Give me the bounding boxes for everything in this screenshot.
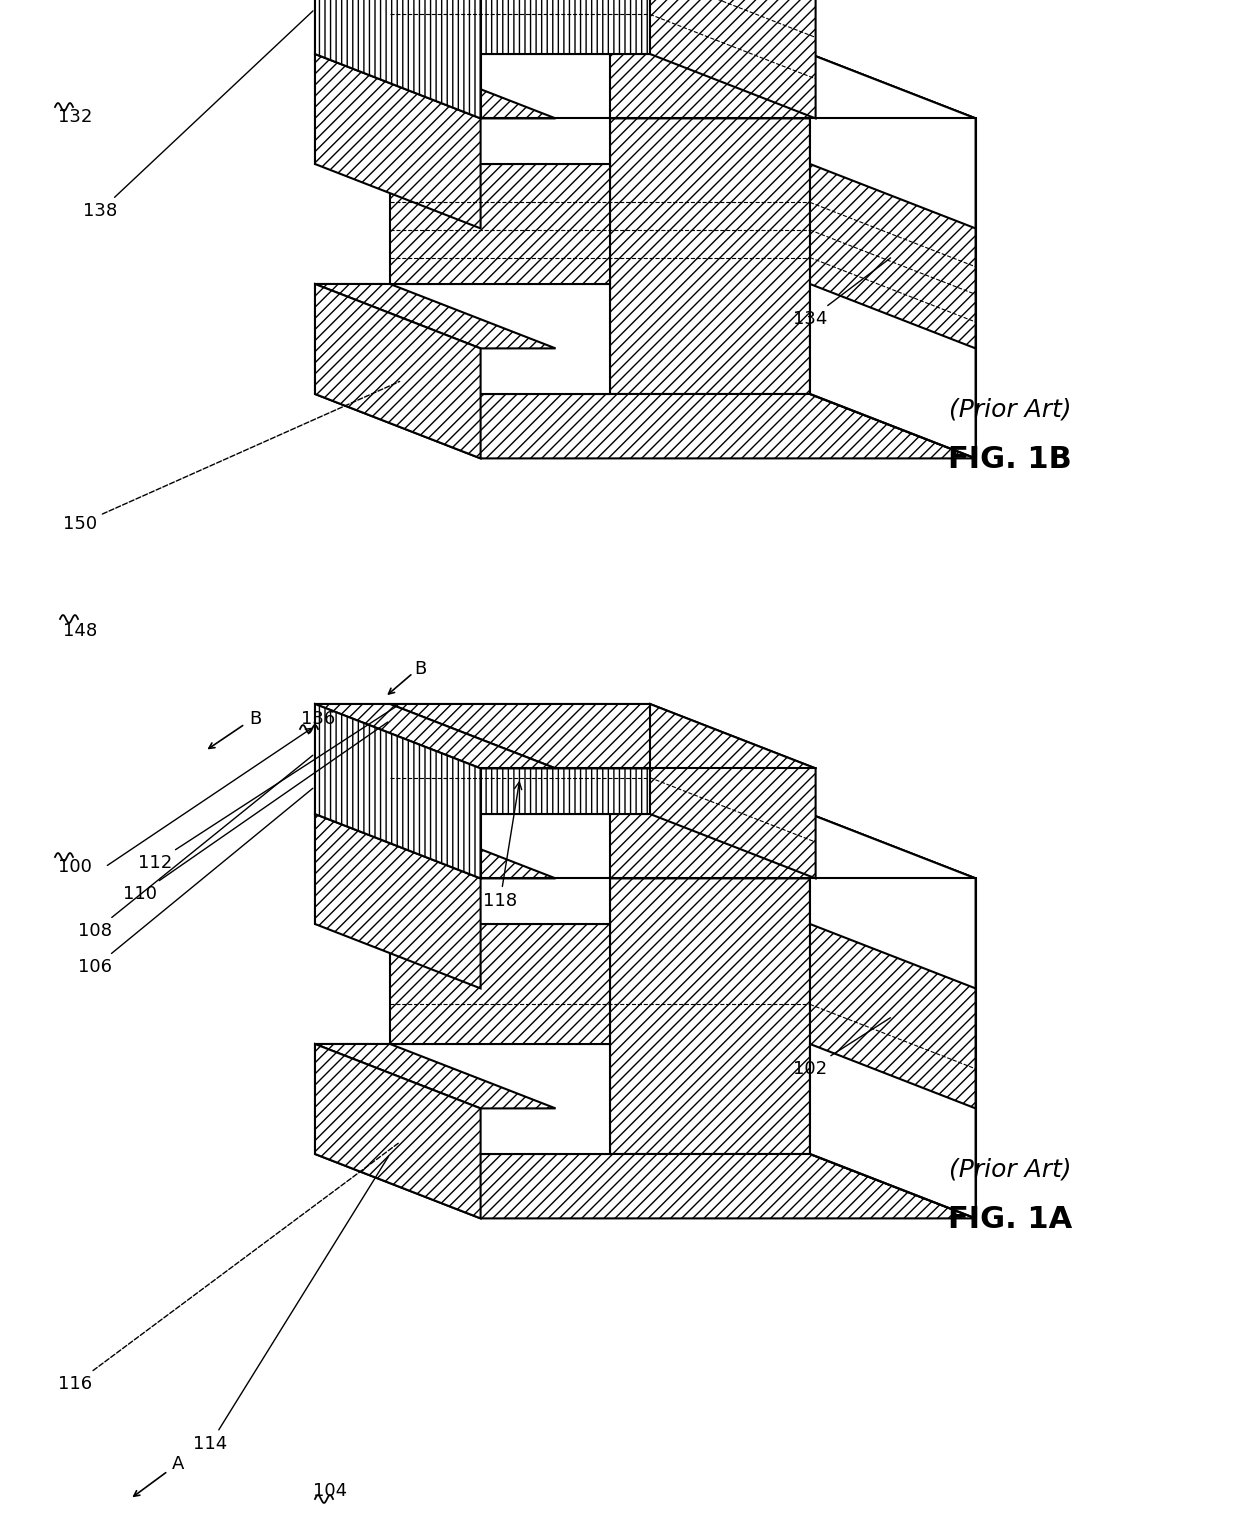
Polygon shape: [391, 54, 610, 165]
Polygon shape: [315, 0, 391, 54]
Polygon shape: [391, 814, 610, 923]
Polygon shape: [391, 703, 650, 814]
Text: 106: 106: [78, 788, 312, 976]
Polygon shape: [315, 394, 976, 459]
Text: B: B: [249, 709, 262, 728]
Polygon shape: [315, 0, 481, 119]
Text: 148: 148: [63, 622, 97, 640]
Text: (Prior Art): (Prior Art): [949, 1157, 1071, 1180]
Text: 112: 112: [138, 705, 398, 873]
Polygon shape: [810, 54, 976, 228]
Polygon shape: [315, 814, 556, 879]
Text: 134: 134: [792, 259, 890, 328]
Polygon shape: [315, 1043, 481, 1219]
Text: 118: 118: [482, 782, 522, 910]
Polygon shape: [315, 703, 481, 879]
Text: 110: 110: [123, 722, 388, 903]
Polygon shape: [610, 814, 810, 1154]
Polygon shape: [315, 814, 481, 988]
Polygon shape: [315, 703, 556, 768]
Polygon shape: [315, 54, 556, 119]
Polygon shape: [315, 1043, 391, 1154]
Text: 108: 108: [78, 756, 312, 940]
Polygon shape: [391, 1043, 610, 1154]
Text: FIG. 1B: FIG. 1B: [949, 445, 1071, 474]
Polygon shape: [610, 54, 810, 394]
Text: 116: 116: [58, 1142, 401, 1393]
Text: 100: 100: [58, 859, 92, 876]
Text: 114: 114: [193, 1156, 388, 1453]
Text: 132: 132: [58, 108, 92, 126]
Text: 150: 150: [63, 382, 399, 532]
Polygon shape: [315, 1043, 556, 1108]
Polygon shape: [315, 814, 391, 923]
Polygon shape: [391, 165, 610, 285]
Polygon shape: [391, 54, 976, 119]
Polygon shape: [391, 814, 976, 879]
Polygon shape: [315, 54, 481, 228]
Text: A: A: [172, 1454, 185, 1473]
Polygon shape: [315, 1154, 976, 1219]
Polygon shape: [315, 285, 391, 394]
Polygon shape: [650, 703, 816, 879]
Polygon shape: [315, 54, 391, 165]
Text: 102: 102: [792, 1017, 890, 1077]
Text: B: B: [414, 660, 427, 679]
Polygon shape: [315, 703, 391, 814]
Text: 138: 138: [83, 11, 312, 220]
Text: FIG. 1A: FIG. 1A: [947, 1205, 1073, 1233]
Polygon shape: [391, 285, 610, 394]
Polygon shape: [810, 1043, 976, 1219]
Polygon shape: [315, 285, 556, 348]
Polygon shape: [391, 923, 610, 1043]
Polygon shape: [810, 285, 976, 459]
Text: (Prior Art): (Prior Art): [949, 397, 1071, 422]
Polygon shape: [650, 0, 816, 119]
Polygon shape: [315, 285, 481, 459]
Polygon shape: [810, 814, 976, 988]
Polygon shape: [810, 54, 976, 459]
Polygon shape: [391, 703, 816, 768]
Text: 136: 136: [301, 709, 335, 728]
Text: 104: 104: [312, 1482, 347, 1501]
Polygon shape: [810, 814, 976, 1219]
Polygon shape: [391, 0, 650, 54]
